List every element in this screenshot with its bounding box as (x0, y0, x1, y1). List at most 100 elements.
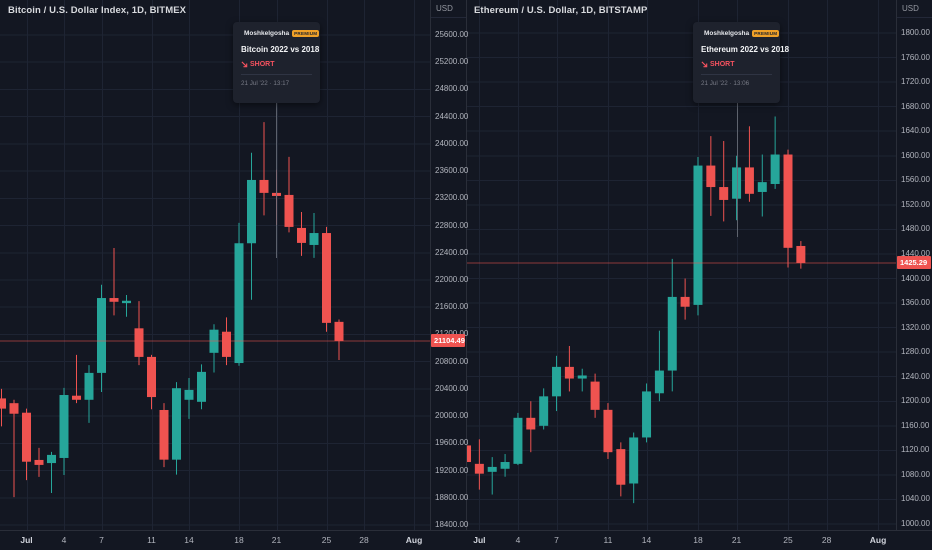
price-tick-label: 22400.00 (435, 247, 469, 257)
btc-last-price-badge: 21104.49 (431, 334, 465, 348)
time-tick-label: Jul (20, 535, 33, 545)
idea-direction: SHORT (241, 61, 312, 68)
candle (603, 409, 613, 453)
candle (147, 356, 156, 398)
price-tick-label: 1360.00 (901, 298, 930, 308)
candle (159, 409, 169, 460)
eth-price-axis[interactable]: USD 1425.29 1800.00 1760.00 1720.00 1680.00… (896, 0, 932, 530)
author-name[interactable]: Moshkelgosha (704, 30, 750, 37)
price-tick-label: 25600.00 (435, 30, 469, 39)
candle (309, 233, 319, 245)
idea-title[interactable]: Bitcoin 2022 vs 2018 (241, 45, 320, 54)
candle (500, 462, 510, 469)
candle (297, 227, 306, 243)
time-tick-label: 11 (147, 535, 156, 545)
btc-chart-pane[interactable]: Bitcoin / U.S. Dollar Index, 1D, BITMEX (0, 0, 430, 530)
eth-idea-card[interactable]: Moshkelgosha PREMIUM Ethereum 2022 vs 20… (693, 22, 790, 103)
candle (259, 179, 269, 193)
price-tick-label: 19600.00 (435, 438, 469, 448)
eth-candlestick-plot (466, 0, 896, 530)
candle (770, 154, 780, 184)
price-tick-label: 1160.00 (901, 420, 930, 430)
eth-last-price-badge: 1425.29 (897, 256, 931, 270)
author-name[interactable]: Moshkelgosha (244, 30, 290, 37)
price-tick-label: 21200.00 (435, 329, 468, 339)
time-tick-label: 25 (783, 535, 793, 545)
btc-idea-card[interactable]: Moshkelgosha PREMIUM Bitcoin 2022 vs 201… (233, 22, 320, 103)
price-tick-label: 23200.00 (435, 193, 469, 203)
price-tick-label: 19200.00 (435, 465, 469, 475)
price-tick-label: 24000.00 (435, 138, 469, 148)
candle (616, 449, 626, 485)
candle (487, 466, 497, 472)
candle (34, 459, 44, 465)
candle (0, 398, 6, 409)
price-tick-label: 1320.00 (901, 322, 930, 332)
price-tick-label: 20800.00 (435, 356, 469, 366)
candle (590, 381, 600, 410)
price-tick-label: 1480.00 (901, 224, 930, 234)
candle (134, 328, 144, 357)
time-tick-label: Jul (473, 535, 486, 545)
price-tick-label: 1440.00 (901, 248, 930, 258)
candle (757, 182, 767, 192)
candle (59, 395, 69, 458)
price-tick-label: 1040.00 (901, 494, 930, 504)
time-tick-label: 25 (321, 535, 332, 545)
price-tick-label: 20000.00 (435, 411, 469, 421)
price-tick-label: 22800.00 (435, 220, 469, 230)
candle (796, 245, 806, 263)
price-tick-label: 24800.00 (435, 84, 469, 94)
candle (84, 372, 94, 400)
candle (732, 167, 742, 199)
time-tick-label: 4 (61, 535, 67, 545)
btc-symbol-title[interactable]: Bitcoin / U.S. Dollar Index, 1D, BITMEX (8, 5, 187, 16)
price-tick-label: 1600.00 (901, 150, 930, 160)
candle (334, 321, 344, 341)
time-tick-label: 18 (234, 535, 244, 545)
time-tick-label: 28 (359, 535, 369, 545)
price-tick-label: 21600.00 (435, 302, 469, 312)
candle (284, 194, 294, 227)
candle (97, 298, 106, 373)
candle (122, 300, 131, 304)
candle (222, 331, 231, 357)
eth-chart-pane[interactable]: Ethereum / U.S. Dollar, 1D, BITSTAMP (466, 0, 896, 530)
idea-direction-label: SHORT (250, 61, 275, 68)
btc-card-marker-line (276, 103, 277, 258)
candle (466, 445, 471, 463)
pane-divider (466, 0, 467, 530)
candle (667, 296, 677, 371)
candle (9, 403, 19, 414)
short-arrow-icon (701, 61, 708, 68)
price-tick-label: 1200.00 (901, 396, 930, 406)
candle (184, 389, 194, 400)
btc-price-axis[interactable]: USD 21104.49 25600.00 25200.00 24800.00 244… (430, 0, 469, 530)
idea-title[interactable]: Ethereum 2022 vs 2018 (701, 45, 790, 54)
time-tick-label: 14 (184, 535, 194, 545)
time-tick-label: Aug (405, 535, 423, 545)
price-tick-label: 20400.00 (435, 383, 469, 393)
time-tick-label: 21 (271, 535, 282, 545)
candle (642, 391, 652, 438)
candle (744, 167, 754, 194)
idea-timestamp: 21 Jul '22 · 13:17 (241, 74, 312, 87)
candle (552, 366, 562, 397)
candle (72, 395, 81, 400)
time-axis[interactable]: Jul 4 7 11 14 18 21 25 28 Aug Jul 4 7 11 14 18 21 25 28 Aug (0, 530, 932, 550)
price-tick-label: 1800.00 (901, 28, 930, 37)
idea-direction-label: SHORT (710, 61, 735, 68)
candle (247, 179, 256, 244)
price-tick-label: 18800.00 (435, 492, 469, 502)
price-tick-label: 1520.00 (901, 199, 930, 209)
eth-symbol-title[interactable]: Ethereum / U.S. Dollar, 1D, BITSTAMP (474, 5, 648, 16)
price-tick-label: 1760.00 (901, 52, 930, 62)
price-tick-label: 1400.00 (901, 273, 930, 283)
premium-badge: PREMIUM (292, 30, 320, 37)
candle (172, 388, 181, 460)
candle (577, 375, 587, 379)
time-tick-label: 7 (99, 535, 104, 545)
price-tick-label: 1080.00 (901, 469, 930, 479)
price-tick-label: 1560.00 (901, 175, 930, 185)
